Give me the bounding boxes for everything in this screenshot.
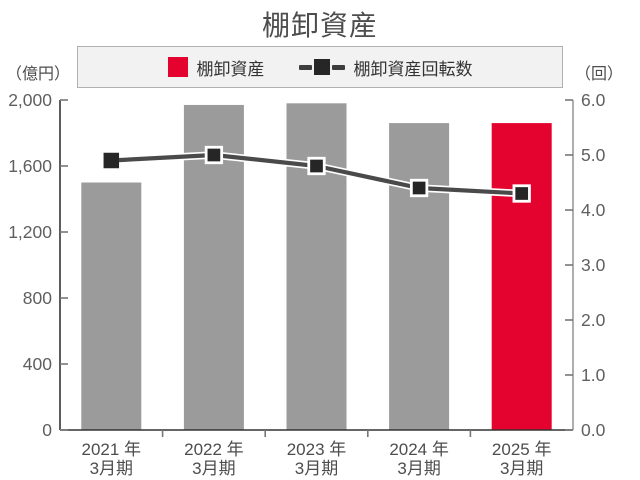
line-legend-symbol (298, 59, 345, 75)
right-axis-tick-label: 2.0 (581, 310, 606, 330)
x-axis-category-label: 3月期 (295, 459, 338, 478)
turnover-marker (409, 178, 429, 198)
right-axis-tick-label: 3.0 (581, 255, 606, 275)
inventory-bar (491, 123, 552, 430)
chart-title: 棚卸資産 (261, 10, 378, 41)
right-axis-tick-label: 0.0 (581, 420, 606, 440)
left-axis-tick-label: 0 (42, 420, 52, 440)
x-axis-category-label: 3月期 (500, 459, 543, 478)
left-axis-tick-label: 1,200 (8, 222, 52, 242)
left-axis-tick-label: 800 (23, 288, 52, 308)
turnover-marker (204, 145, 224, 165)
inventory-bar (81, 182, 142, 430)
right-axis-tick-label: 1.0 (581, 365, 606, 385)
bar-legend-label: 棚卸資産 (196, 59, 265, 79)
x-axis-category-label: 2023 年 (287, 440, 347, 459)
turnover-marker (512, 184, 531, 203)
right-axis-tick-label: 5.0 (581, 145, 606, 165)
legend-item-inventory: 棚卸資産 (167, 55, 265, 80)
x-axis-category-label: 2024 年 (389, 440, 449, 459)
left-axis-tick-label: 400 (23, 354, 52, 374)
left-axis-unit-label: （億円） (6, 66, 71, 83)
legend: 棚卸資産 棚卸資産回転数 (77, 46, 563, 88)
left-axis-tick-label: 2,000 (8, 90, 52, 110)
inventory-bar (286, 103, 347, 431)
legend-dash-icon (298, 64, 312, 70)
legend-dash-icon (331, 64, 345, 70)
x-axis-category-label: 2022 年 (184, 440, 244, 459)
turnover-marker (307, 156, 326, 176)
right-axis-tick-label: 4.0 (581, 200, 606, 220)
x-axis-category-label: 3月期 (397, 459, 440, 478)
legend-item-turnover: 棚卸資産回転数 (298, 55, 473, 80)
right-axis-tick-label: 6.0 (581, 90, 606, 110)
x-axis-category-label: 3月期 (90, 459, 133, 478)
x-axis-category-label: 2021 年 (82, 440, 142, 459)
x-axis-category-label: 2025 年 (492, 440, 552, 459)
left-axis-tick-label: 1,600 (8, 156, 52, 176)
bar-legend-swatch (167, 57, 188, 77)
line-legend-label: 棚卸資産回転数 (353, 59, 473, 79)
right-axis-unit-label: （回） (575, 66, 624, 83)
legend-marker-icon (313, 59, 330, 75)
inventory-bar (389, 123, 450, 430)
x-axis-category-label: 3月期 (192, 459, 235, 478)
turnover-marker (103, 152, 120, 169)
